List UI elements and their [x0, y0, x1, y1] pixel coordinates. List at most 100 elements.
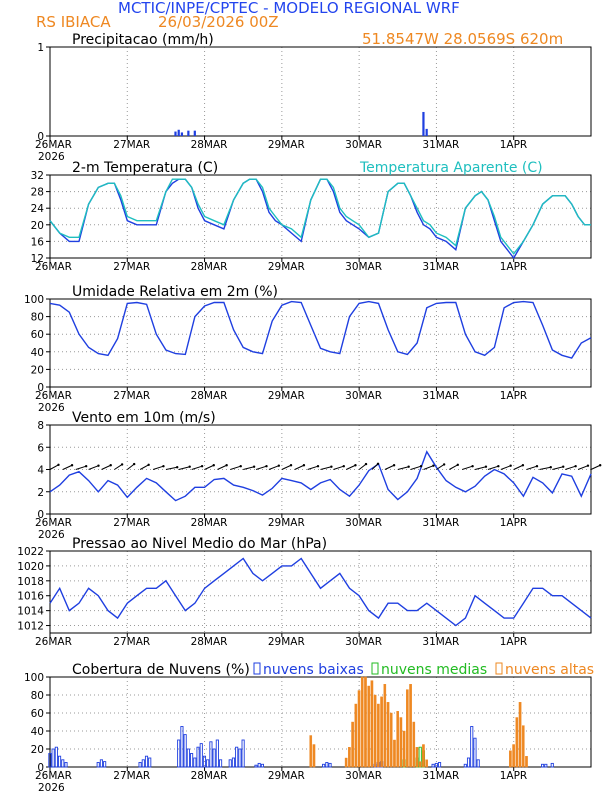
x-tick-label: 26MAR [35, 636, 72, 648]
wind-arrow-head [419, 465, 423, 468]
x-tick-label: 28MAR [191, 636, 228, 648]
wind-arrow-head [225, 464, 228, 467]
wind-arrow-head [289, 464, 293, 467]
panel-frame [49, 550, 592, 634]
cloud-bar [196, 746, 200, 768]
cloud-bar [521, 725, 525, 768]
cloud-bar [209, 741, 213, 768]
y-tick-label: 0 [37, 382, 44, 394]
wind-arrow [384, 464, 395, 470]
cloud-bar [180, 726, 184, 768]
x-tick-label: 27MAR [113, 139, 150, 151]
x-tick-label: 28MAR [191, 261, 228, 273]
cloud-bar [238, 748, 242, 768]
y-tick-label: 32 [31, 170, 44, 182]
cloud-bar [377, 703, 380, 768]
panel-1: 0 1 26MAR 27MAR 28MAR 29MAR 30MAR 31MAR 1APR 2026… [35, 32, 592, 163]
wind-arrow [126, 463, 135, 470]
wind-arrow-head [354, 464, 357, 467]
cloud-bar [186, 748, 190, 768]
cloud-bar [103, 761, 107, 768]
precip-bar [174, 131, 177, 136]
cloud-bar [51, 748, 55, 768]
cloud-bar [64, 762, 68, 768]
y-tick-label: 1018 [17, 576, 44, 588]
wind-arrow [62, 464, 73, 470]
panel-frame [49, 298, 592, 388]
y-tick-label: 80 [31, 312, 44, 324]
panel-title: 2-m Temperatura (C) [72, 160, 218, 176]
cloud-bar [183, 734, 187, 768]
header-title: MCTIC/INPE/CPTEC - MODELO REGIONAL WRF [118, 0, 460, 17]
cloud-bar [138, 762, 142, 768]
y-tick-label: 24 [31, 203, 45, 215]
y-tick-label: 20 [31, 364, 44, 376]
cloud-bar [396, 711, 399, 768]
cloud-bar [54, 746, 58, 768]
precip-bar [177, 129, 180, 136]
x-tick-label: 1APR [500, 636, 528, 648]
cloud-bar [254, 764, 258, 768]
cloud-bar [328, 762, 332, 768]
x-axis-year: 2026 [38, 402, 65, 414]
legend-swatch [371, 662, 379, 675]
y-tick-label: 1014 [17, 606, 44, 618]
cloud-bar [509, 750, 512, 768]
wind-arrow [294, 464, 305, 470]
cloud-bar [383, 684, 387, 768]
cloud-bar [466, 757, 471, 768]
panel-title: Precipitacao (mm/h) [72, 32, 214, 48]
x-tick-label: 29MAR [268, 139, 305, 151]
wind-arrow-head [456, 463, 459, 467]
precip-bar [180, 132, 184, 136]
wind-arrow [539, 466, 551, 470]
wind-arrow-head [392, 464, 396, 467]
cloud-bar [193, 757, 197, 768]
y-tick-label: 1022 [17, 546, 44, 558]
y-tick-label: 1020 [17, 561, 44, 573]
y-tick-label: 100 [24, 294, 44, 306]
wind-arrow [178, 466, 190, 470]
cloud-bar [351, 721, 354, 768]
x-axis-year: 2026 [38, 529, 65, 541]
wind-arrow-head [188, 465, 191, 468]
panel-title: Vento em 10m (m/s) [72, 410, 216, 426]
y-tick-label: 16 [31, 236, 45, 248]
wind-arrow-head [316, 465, 320, 468]
wind-arrow-head [509, 464, 512, 467]
x-tick-label: 30MAR [345, 390, 382, 402]
cloud-bar [399, 717, 403, 768]
cloud-bar [470, 726, 474, 768]
wind-arrow [165, 466, 178, 470]
y-tick-label: 20 [31, 220, 44, 232]
x-tick-label: 28MAR [191, 770, 228, 782]
x-tick-label: 27MAR [113, 517, 150, 529]
cloud-bar [199, 743, 203, 768]
wind-arrow [577, 465, 589, 470]
series-line-1 [49, 178, 591, 260]
y-tick-label: 28 [31, 187, 44, 199]
x-tick-label: 29MAR [268, 517, 305, 529]
wind-arrow [436, 464, 445, 470]
cloud-bar [415, 747, 419, 768]
cloud-bar [370, 680, 374, 768]
cloud-bar [322, 763, 326, 768]
y-tick-label: 100 [24, 672, 44, 684]
y-tick-label: 80 [31, 690, 44, 702]
wind-arrow-head [364, 462, 368, 466]
y-tick-label: 1012 [17, 621, 44, 633]
wind-arrow-head [57, 463, 60, 467]
cloud-bar [476, 759, 480, 768]
cloud-bar [235, 746, 239, 768]
wind-arrow [217, 464, 227, 470]
cloud-bar [348, 747, 351, 768]
wind-arrow-head [586, 464, 590, 467]
cloud-bar [260, 763, 264, 768]
cloud-bar [177, 739, 181, 768]
wind-arrow [139, 464, 149, 470]
wind-arrow-head [376, 462, 380, 465]
wind-arrow-head [200, 465, 204, 468]
wind-arrow-head [162, 465, 165, 468]
cloud-bar [219, 759, 223, 768]
